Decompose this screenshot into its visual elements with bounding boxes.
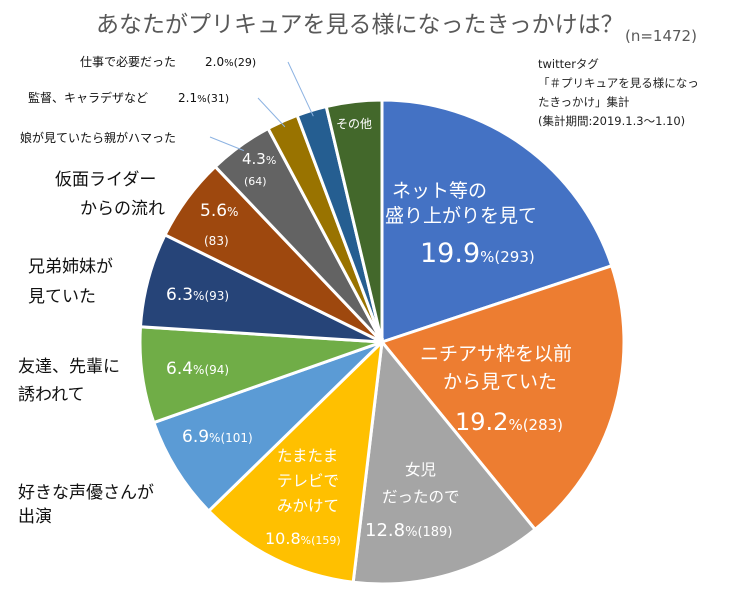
- label-1-line-1: ネット等の: [392, 180, 487, 202]
- label-1-line-2: 盛り上がりを見て: [385, 205, 537, 227]
- leader-line-9: [209, 136, 245, 152]
- slice-2: [379, 263, 626, 532]
- value-7: 6.3%(93): [166, 285, 229, 305]
- slice-5: [151, 340, 384, 514]
- value-1: 19.9%(293): [420, 238, 535, 269]
- label-4-line-3: みかけて: [277, 497, 339, 515]
- label-11-line-1: 仕事で必要だった: [80, 55, 176, 69]
- label-3-line-2: だったので: [382, 488, 460, 506]
- label-3-line-1: 女児: [405, 460, 436, 479]
- label-7-line-1: 兄弟姉妹が: [28, 257, 113, 277]
- label-8-line-2: からの流れ: [80, 199, 165, 219]
- chart-title: あなたがプリキュアを見る様になったきっかけは？: [96, 12, 624, 38]
- slice-12: [324, 98, 384, 343]
- slice-4: [206, 337, 384, 584]
- percent-8: 5.6%: [200, 201, 238, 221]
- note-line-2: 「＃プリキュアを見る様になっ: [538, 76, 699, 90]
- label-2-line-1: ニチアサ枠を以前: [420, 343, 572, 365]
- value-5: 6.9%(101): [182, 427, 253, 447]
- percent-9: 4.3%: [242, 150, 276, 168]
- label-4-line-2: テレビで: [277, 472, 339, 490]
- value-6: 6.4%(94): [166, 359, 229, 379]
- value-2: 19.2%(283): [455, 408, 563, 436]
- value-11: 2.0%(29): [205, 55, 256, 69]
- value-4: 10.8%(159): [265, 529, 341, 548]
- value-10: 2.1%(31): [178, 91, 229, 105]
- label-7-line-2: 見ていた: [28, 287, 96, 307]
- label-5-line-2: 出演: [18, 507, 52, 527]
- label-5-line-1: 好きな声優さんが: [18, 483, 154, 503]
- pie-slices: [138, 98, 626, 586]
- note-line-4: (集計期間:2019.1.3～1.10): [538, 114, 685, 128]
- note-line-1: twitterタグ: [538, 57, 599, 71]
- label-6-line-1: 友達、先輩に: [18, 357, 120, 377]
- label-4-line-1: たまたま: [277, 447, 338, 465]
- slice-1: [380, 98, 614, 345]
- count-8: (83): [204, 234, 229, 248]
- label-8-line-1: 仮面ライダー: [55, 170, 156, 190]
- label-2-line-2: から見ていた: [443, 371, 557, 393]
- label-6-line-2: 誘われて: [18, 385, 85, 405]
- label-10-line-1: 監督、キャラデザなど: [28, 90, 148, 105]
- label-9-line-1: 娘が見ていたら親がハマった: [20, 130, 176, 145]
- label-12-line-1: その他: [336, 117, 372, 131]
- leader-line-11: [287, 61, 314, 117]
- slice-3: [351, 338, 538, 586]
- leader-line-10: [257, 97, 286, 128]
- count-9: (64): [244, 175, 267, 188]
- value-3: 12.8%(189): [365, 520, 452, 541]
- leader-lines: [209, 61, 314, 152]
- note-line-3: たきっかけ」集計: [538, 95, 630, 109]
- sample-size: (n=1472): [625, 27, 697, 45]
